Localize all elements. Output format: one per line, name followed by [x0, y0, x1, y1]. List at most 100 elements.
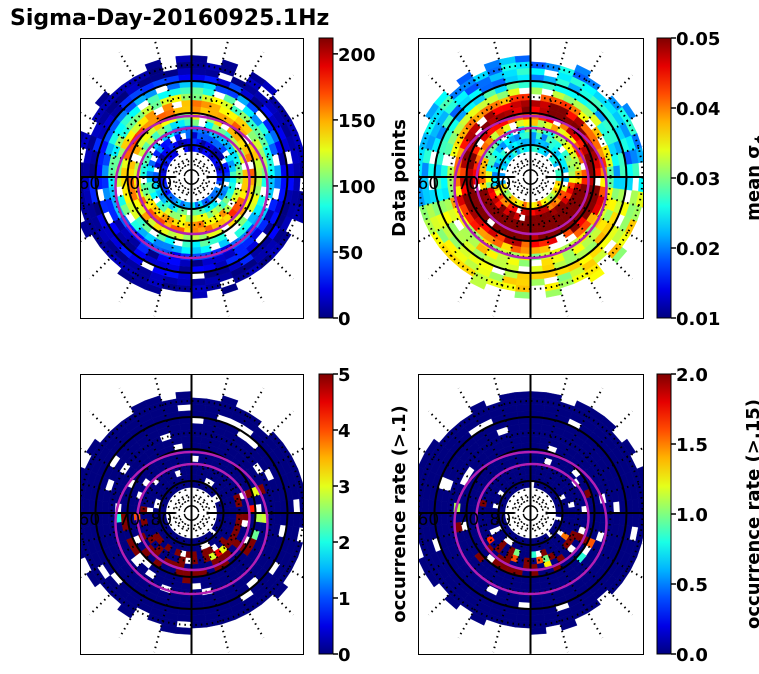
- heatmap-cell: [515, 284, 531, 293]
- figure-title: Sigma-Day-20160925.1Hz: [10, 6, 330, 31]
- dotted-mlt-line: [457, 387, 529, 508]
- colorbar-tick-label: 150: [338, 111, 376, 132]
- dotted-mlt-line: [492, 38, 530, 172]
- dotted-mlt-line: [535, 515, 643, 580]
- heatmap-cell: [108, 165, 116, 178]
- lat-label-80: 80: [151, 510, 173, 530]
- heatmap-cell: [530, 627, 547, 635]
- heatmap-cell: [177, 614, 192, 623]
- dotted-mlt-line: [192, 518, 230, 653]
- colorbar-label: occurrence rate (>.1): [389, 405, 410, 622]
- colorbar-3: 0 1 2 3 4 5 occurrence rate (>.1): [318, 365, 410, 666]
- heatmap-cell: [292, 512, 301, 528]
- heatmap-cell: [191, 278, 206, 287]
- heatmap-cell: [638, 512, 643, 529]
- lat-label-60: 60: [79, 510, 101, 530]
- dotted-mlt-line: [153, 182, 191, 317]
- dotted-mlt-line: [532, 182, 604, 303]
- heatmap-cell: [175, 55, 192, 63]
- colorbar-tick-label: 100: [338, 177, 376, 198]
- heatmap-cell: [181, 435, 192, 444]
- dotted-mlt-line: [118, 387, 190, 508]
- colorbar-gradient: [318, 373, 334, 655]
- heatmap-cell: [176, 284, 192, 293]
- heatmap-cell: [302, 540, 303, 544]
- heatmap-cell: [479, 170, 487, 178]
- heatmap-cell: [440, 512, 449, 525]
- dotted-mlt-line: [197, 482, 303, 513]
- heatmap-cell: [191, 595, 204, 603]
- heatmap-cell: [177, 278, 192, 287]
- dotted-mlt-line: [196, 111, 303, 175]
- dotted-mlt-line: [195, 410, 295, 510]
- heatmap-cell: [514, 55, 531, 63]
- dotted-mlt-line: [536, 513, 643, 545]
- heatmap-cell: [179, 259, 192, 267]
- dotted-mlt-line: [80, 111, 187, 175]
- dotted-mlt-line: [531, 38, 569, 172]
- polar-panel-2: 60 70 80 0.01 0.02 0.03 0.04 0.05 mean σϕ: [409, 29, 759, 330]
- heatmap-cell: [530, 614, 545, 623]
- heatmap-cell: [518, 595, 531, 603]
- dotted-mlt-line: [532, 51, 604, 172]
- dotted-mlt-line: [531, 374, 569, 508]
- auroral-oval-outer: [453, 450, 608, 596]
- dotted-mlt-line: [535, 110, 643, 175]
- heatmap-cell: [292, 162, 301, 178]
- heatmap-cell: [176, 61, 192, 70]
- dotted-mlt-line: [534, 516, 634, 616]
- colorbar-tick-label: 4: [338, 421, 351, 442]
- dotted-mlt-line: [197, 146, 303, 177]
- heatmap-cell: [530, 455, 539, 463]
- heatmap-cell: [273, 165, 282, 178]
- heatmap-cell: [80, 204, 81, 208]
- heatmap-cell: [306, 513, 313, 529]
- heatmap-cell: [191, 620, 207, 629]
- dotted-mlt-line: [418, 446, 526, 511]
- dotted-mlt-line: [193, 51, 265, 172]
- heatmap-cell: [242, 176, 250, 185]
- heatmap-cell: [516, 67, 531, 76]
- polar-panel-4: 60 70 80 0.0 0.5 1.0 1.5 2.0 occurrence rate (>.…: [418, 365, 759, 666]
- dotted-mlt-line: [196, 515, 303, 579]
- heatmap-cell: [409, 161, 416, 177]
- heatmap-cell: [184, 221, 192, 229]
- heatmap-cell: [191, 55, 208, 63]
- dotted-mlt-line: [118, 51, 190, 172]
- heatmap-cell: [181, 582, 192, 591]
- heatmap-cell: [191, 291, 208, 299]
- lat-label-80: 80: [490, 510, 512, 530]
- colorbar-gradient: [656, 373, 672, 655]
- heatmap-cell: [516, 403, 531, 412]
- heatmap-cell: [191, 614, 206, 623]
- colorbar-tick-label: 5: [338, 365, 351, 386]
- dotted-mlt-line: [535, 179, 643, 244]
- heatmap-cell: [292, 176, 301, 192]
- colorbar-tick-label: 0.04: [676, 99, 720, 120]
- auroral-oval-inner: [475, 126, 590, 236]
- colorbar-tick-label: 0.03: [676, 169, 720, 190]
- axes-frame: [418, 374, 644, 655]
- dotted-mlt-line: [536, 145, 643, 177]
- heatmap-cell: [530, 119, 539, 127]
- heatmap-cell: [191, 284, 207, 293]
- dotted-mlt-line: [427, 410, 527, 510]
- dotted-mlt-line: [492, 374, 530, 508]
- dotted-mlt-line: [193, 387, 265, 508]
- dotted-mlt-line: [535, 446, 643, 511]
- heatmap-cell: [306, 497, 313, 513]
- dotted-mlt-line: [531, 518, 569, 653]
- heatmap-cell: [306, 161, 313, 177]
- dotted-mlt-line: [418, 177, 525, 209]
- dotted-mlt-line: [457, 51, 529, 172]
- lat-label-80: 80: [490, 174, 512, 194]
- dotted-mlt-line: [153, 38, 191, 172]
- heatmap-cell: [273, 501, 282, 514]
- heatmap-cell: [516, 614, 531, 623]
- dotted-mlt-line: [80, 515, 187, 579]
- heatmap-cell: [191, 423, 204, 431]
- dotted-mlt-line: [418, 481, 525, 513]
- colorbar-label: Data points: [389, 119, 410, 237]
- auroral-oval-inner: [136, 462, 251, 572]
- dotted-mlt-line: [534, 74, 634, 174]
